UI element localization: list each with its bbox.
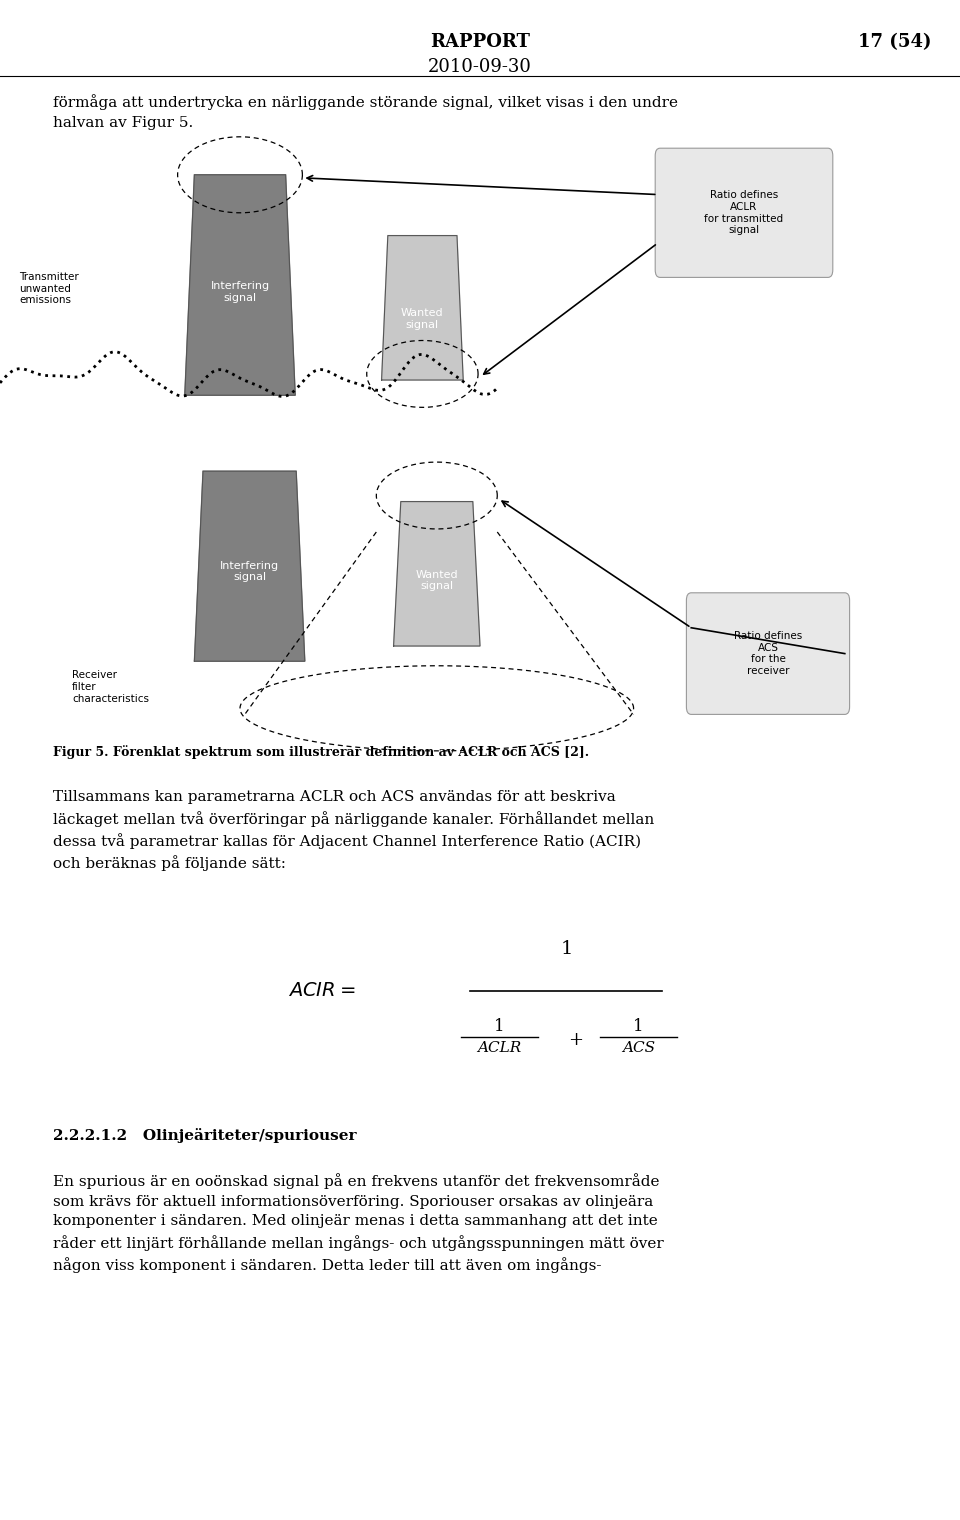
Text: RAPPORT: RAPPORT xyxy=(430,33,530,52)
Text: $ACIR =$: $ACIR =$ xyxy=(288,982,355,1000)
Text: Transmitter
unwanted
emissions: Transmitter unwanted emissions xyxy=(19,272,79,306)
FancyBboxPatch shape xyxy=(686,593,850,714)
Text: Tillsammans kan parametrarna ACLR och ACS användas för att beskriva
läckaget mel: Tillsammans kan parametrarna ACLR och AC… xyxy=(53,790,654,871)
Text: 1: 1 xyxy=(493,1018,505,1035)
Text: 17 (54): 17 (54) xyxy=(857,33,931,52)
Polygon shape xyxy=(382,236,463,380)
Text: 2010-09-30: 2010-09-30 xyxy=(428,58,532,76)
Text: En spurious är en ooönskad signal på en frekvens utanför det frekvensområde
som : En spurious är en ooönskad signal på en … xyxy=(53,1173,663,1272)
Text: Ratio defines
ACS
for the
receiver: Ratio defines ACS for the receiver xyxy=(733,631,803,676)
Text: +: + xyxy=(568,1031,584,1049)
Text: förmåga att undertrycka en närliggande störande signal, vilket visas i den undre: förmåga att undertrycka en närliggande s… xyxy=(53,94,678,129)
Polygon shape xyxy=(184,175,296,395)
Text: ACLR: ACLR xyxy=(477,1041,521,1055)
Text: Interfering
signal: Interfering signal xyxy=(220,561,279,582)
Text: Interfering
signal: Interfering signal xyxy=(210,281,270,302)
Text: 2.2.2.1.2   Olinjeäriteter/spuriouser: 2.2.2.1.2 Olinjeäriteter/spuriouser xyxy=(53,1128,356,1143)
Text: Ratio defines
ACLR
for transmitted
signal: Ratio defines ACLR for transmitted signa… xyxy=(705,190,783,236)
Text: Wanted
signal: Wanted signal xyxy=(401,309,444,330)
Text: ACS: ACS xyxy=(622,1041,655,1055)
Text: 1: 1 xyxy=(633,1018,644,1035)
Polygon shape xyxy=(394,502,480,646)
FancyBboxPatch shape xyxy=(655,149,832,278)
Text: 1: 1 xyxy=(561,939,572,958)
Polygon shape xyxy=(194,471,305,661)
Text: Wanted
signal: Wanted signal xyxy=(416,570,458,591)
Text: Receiver
filter
characteristics: Receiver filter characteristics xyxy=(72,670,149,704)
Text: Figur 5. Förenklat spektrum som illustrerar definition av ACLR och ACS [2].: Figur 5. Förenklat spektrum som illustre… xyxy=(53,745,588,758)
